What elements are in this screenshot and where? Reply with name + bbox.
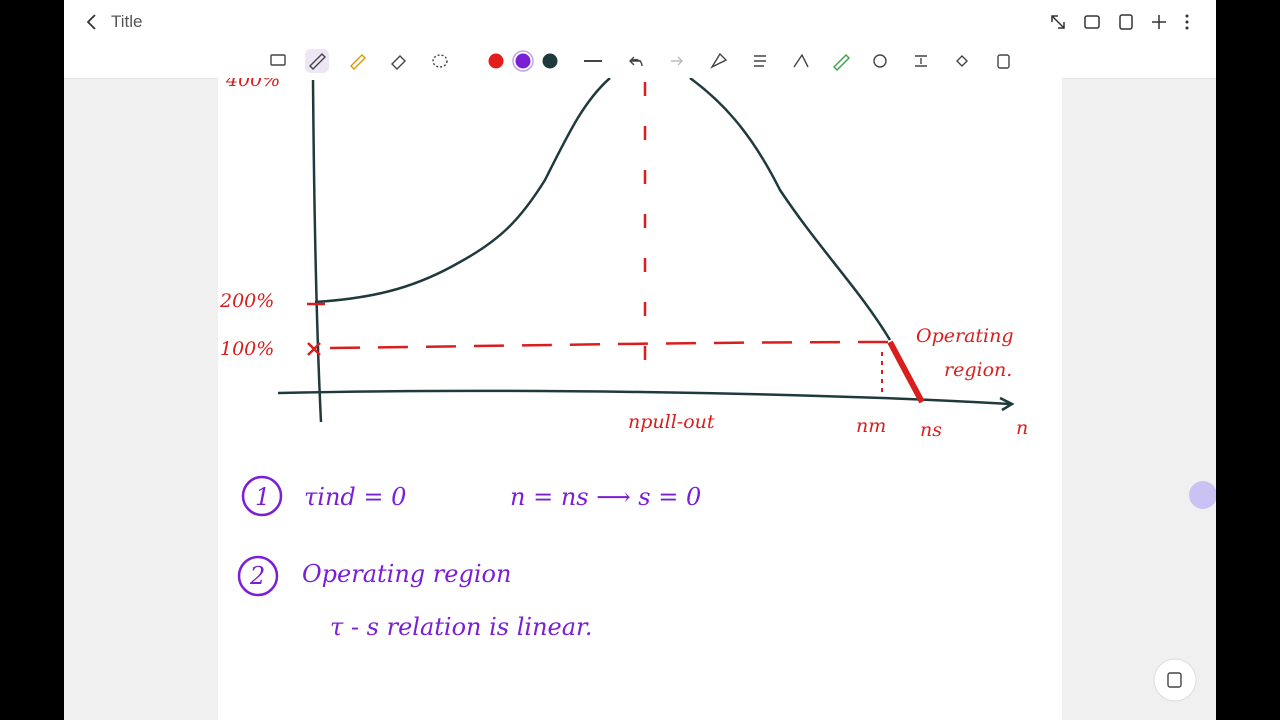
eraser-tool[interactable] (391, 55, 406, 70)
note-number-1: 1 (255, 483, 270, 511)
app: Title (64, 0, 1216, 720)
add-page-icon (1167, 672, 1182, 688)
note-text-1: τind = 0 (304, 483, 406, 511)
x-label-pullout: npull-out (628, 411, 715, 433)
expand-button[interactable] (1051, 15, 1065, 29)
pen-tool-bg (305, 49, 329, 73)
note-page: 400% 200% 100% npull-out nm ns n Operati… (218, 69, 1062, 720)
keyboard-tool[interactable] (270, 54, 286, 66)
top-icons (86, 14, 1189, 30)
note-number-2: 2 (249, 562, 265, 590)
pages-button[interactable] (1119, 14, 1133, 30)
more-button[interactable] (1185, 14, 1189, 30)
handwriting-tool[interactable] (793, 53, 809, 68)
x-label-ns: ns (920, 419, 942, 441)
note-extra-1: n = ns ⟶ s = 0 (510, 483, 701, 511)
x-axis (277, 389, 1015, 412)
y-label-100: 100% (220, 338, 274, 360)
shape-tool[interactable] (710, 52, 728, 69)
rated-dash (329, 340, 891, 350)
add-button[interactable] (1152, 15, 1166, 29)
text-align-tool[interactable] (754, 55, 766, 67)
number-circle-1 (241, 475, 283, 517)
note-text-2: Operating region (302, 560, 511, 588)
pen-float-button[interactable] (1189, 481, 1216, 509)
color-selected-ring (512, 50, 534, 72)
back-button[interactable] (86, 14, 96, 30)
layout-button[interactable] (1084, 15, 1100, 29)
top-bar: Title (64, 0, 1216, 44)
drawing: 400% 200% 100% npull-out nm ns n Operati… (219, 69, 1028, 641)
y-label-200: 200% (219, 290, 274, 312)
operating-segment (887, 340, 925, 404)
color-dark[interactable] (542, 53, 558, 69)
convert-tool[interactable] (915, 55, 927, 67)
color-purple[interactable] (515, 53, 531, 69)
annotation-line-1: Operating (916, 325, 1014, 347)
text-style-tool[interactable] (873, 54, 887, 68)
marker-tool[interactable] (833, 54, 850, 71)
toolbar-icons (270, 49, 1010, 73)
torque-curve (314, 76, 892, 341)
shapes-tool[interactable] (956, 55, 968, 67)
note-extra-2: τ - s relation is linear. (330, 613, 593, 641)
toolbar (64, 44, 1216, 79)
color-red[interactable] (488, 53, 504, 69)
highlighter-tool[interactable] (350, 54, 366, 70)
number-circle-2 (237, 555, 279, 597)
x-label-nm: nm (856, 415, 886, 437)
pen-tool[interactable] (309, 53, 326, 70)
y-label-400: 400% (225, 78, 280, 91)
lasso-tool[interactable] (432, 54, 448, 68)
undo-button[interactable] (629, 56, 643, 67)
y-axis (311, 79, 323, 423)
drawing-canvas: 400% 200% 100% npull-out nm ns n Operati… (219, 69, 1028, 641)
x-label-n: n (1016, 417, 1028, 439)
annotation-line-2: region. (944, 359, 1012, 381)
redo-button[interactable] (671, 56, 683, 66)
axis-marks (307, 302, 325, 356)
note-title[interactable]: Title (111, 12, 143, 31)
add-page-button[interactable] (1153, 658, 1197, 702)
lock-tool[interactable] (997, 54, 1010, 69)
